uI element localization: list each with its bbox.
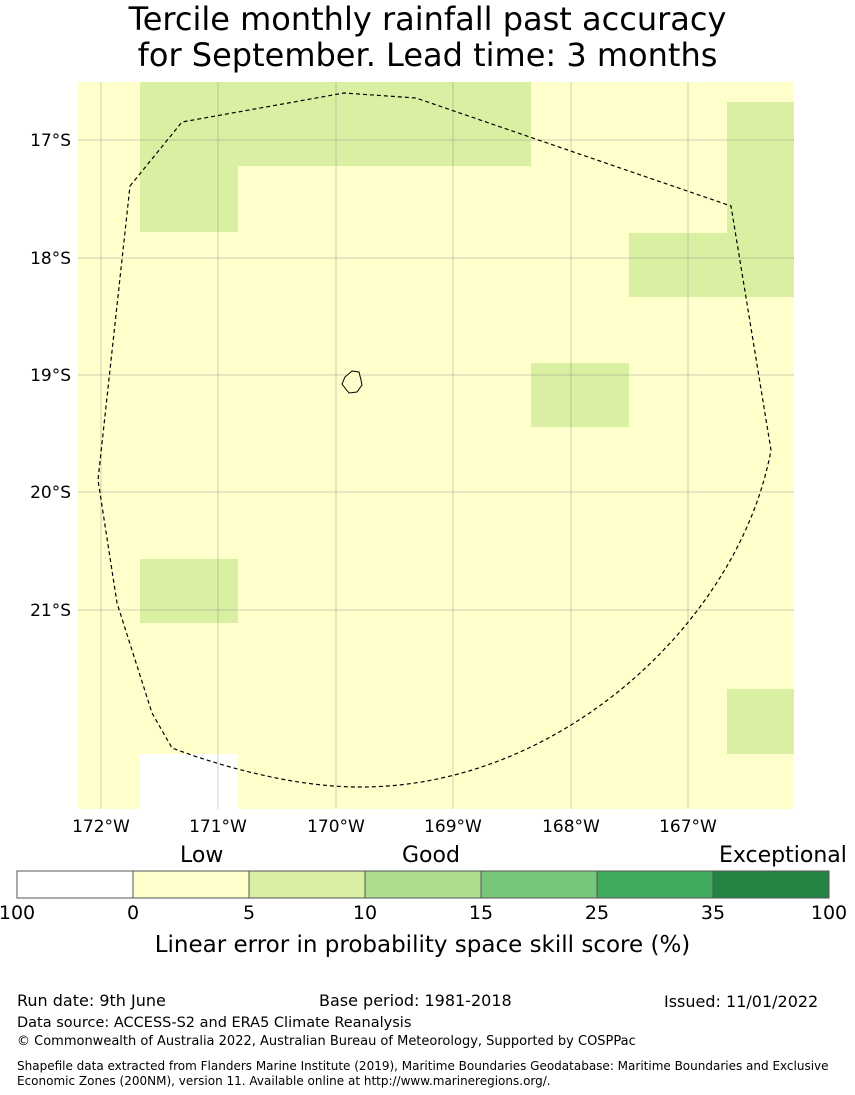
colorbar-segment-6 (596, 870, 714, 899)
lat-label-19s: 19°S (30, 366, 71, 386)
colorbar-tick: 100 (0, 902, 36, 924)
good-skill-cells (140, 82, 794, 754)
colorbar-tick: 10 (352, 902, 378, 924)
island-outline (341, 370, 363, 394)
lat-label-17s: 17°S (30, 131, 71, 151)
good-cell-south-east (727, 689, 794, 754)
map-title-line-1: Tercile monthly rainfall past accuracy (128, 0, 727, 38)
shapefile-credit-line-2: Economic Zones (200NM), version 11. Avai… (17, 1074, 551, 1088)
eez-boundary (97, 92, 772, 788)
good-cell-north-west (140, 166, 238, 232)
lon-label-168w: 168°W (542, 817, 600, 837)
no-data-cell (140, 754, 238, 809)
colorbar-segment-1 (16, 870, 134, 899)
base-period: Base period: 1981-2018 (319, 991, 512, 1010)
colorbar-tick: 100 (810, 902, 848, 924)
colorbar-segment-2 (132, 870, 250, 899)
lon-label-167w: 167°W (659, 817, 717, 837)
good-cell-north-band (140, 82, 531, 166)
lat-label-21s: 21°S (30, 601, 71, 621)
colorbar-tick: 5 (242, 902, 256, 924)
colorbar-title: Linear error in probability space skill … (154, 932, 691, 958)
colorbar-segment-7 (712, 870, 830, 899)
lon-label-171w: 171°W (189, 817, 247, 837)
lon-label-170w: 170°W (307, 817, 365, 837)
shapefile-credit-line-1: Shapefile data extracted from Flanders M… (17, 1059, 829, 1073)
colorbar-label-low: Low (180, 843, 224, 868)
map-gridlines (78, 82, 794, 809)
colorbar-label-good: Good (402, 843, 460, 868)
map-title-line-2: for September. Lead time: 3 months (137, 36, 718, 74)
colorbar-tick: 15 (468, 902, 494, 924)
colorbar-label-exceptional: Exceptional (719, 843, 847, 868)
good-cell-center-east (531, 363, 629, 427)
copyright-notice: © Commonwealth of Australia 2022, Austra… (17, 1034, 636, 1049)
colorbar-tick: 35 (700, 902, 726, 924)
good-cell-east-top (727, 102, 794, 233)
colorbar-tick: 25 (584, 902, 610, 924)
colorbar-segment-5 (480, 870, 598, 899)
good-cell-east-mid (629, 233, 794, 297)
colorbar (16, 870, 830, 899)
data-source: Data source: ACCESS-S2 and ERA5 Climate … (17, 1015, 412, 1031)
colorbar-segment-4 (364, 870, 482, 899)
lat-label-20s: 20°S (30, 483, 71, 503)
run-date: Run date: 9th June (17, 991, 166, 1010)
issued-date: Issued: 11/01/2022 (664, 992, 819, 1011)
colorbar-segment-3 (248, 870, 366, 899)
lon-label-169w: 169°W (424, 817, 482, 837)
colorbar-tick: 0 (126, 902, 140, 924)
good-cell-south-west (140, 559, 238, 623)
lon-label-172w: 172°W (72, 817, 130, 837)
lat-label-18s: 18°S (30, 249, 71, 269)
